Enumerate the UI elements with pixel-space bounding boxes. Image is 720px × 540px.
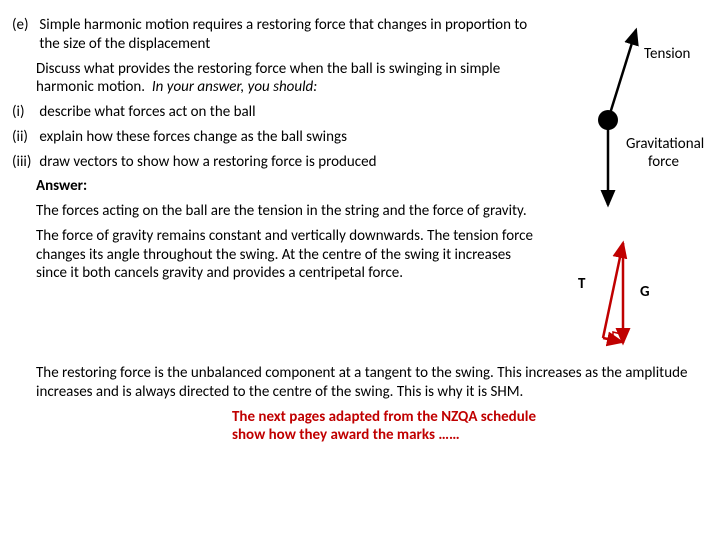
footer-line1: The next pages adapted from the NZQA sch… [232,408,536,426]
label-ii: (ii) [12,128,36,147]
label-i: (i) [12,103,36,122]
tension-vector [608,30,636,120]
grav-label-2: force [648,153,679,171]
answer-p3: The restoring force is the unbalanced co… [12,364,708,402]
tension-label: Tension [644,45,690,63]
discuss-tail: In your answer, you should: [152,78,317,96]
ball-icon [598,110,618,130]
right-angle-icon [613,332,621,340]
answer-p2: The force of gravity remains constant an… [12,227,538,283]
part-ii: explain how these forces change as the b… [39,128,535,147]
force-diagram-1: Tension Gravitational force [548,10,708,220]
t-vector [603,243,623,338]
part-iii: draw vectors to show how a restoring for… [39,153,535,172]
footer-line2: show how they award the marks …… [232,426,460,444]
question-stem: Simple harmonic motion requires a restor… [39,16,535,54]
g-label: G [640,283,650,301]
answer-head: Answer: [12,177,538,196]
label-e: (e) [12,16,36,35]
answer-p1: The forces acting on the ball are the te… [12,202,538,221]
grav-label-1: Gravitational [626,135,704,153]
t-label: T [578,275,586,293]
footer-note: The next pages adapted from the NZQA sch… [12,408,708,444]
label-iii: (iii) [12,153,36,172]
part-i: describe what forces act on the ball [39,103,535,122]
force-diagram-2: T G [548,228,708,358]
